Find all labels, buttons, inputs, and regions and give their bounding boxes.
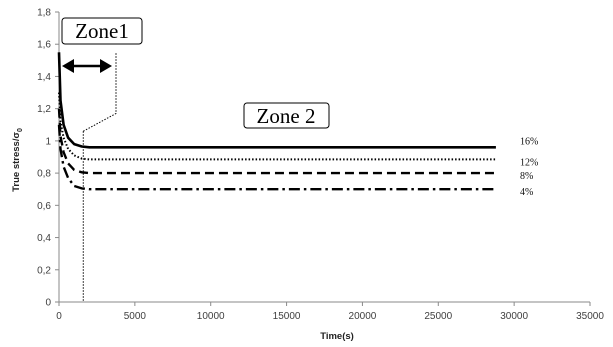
y-tick-label: 1,2: [37, 104, 51, 115]
series-line-4: [57, 124, 496, 191]
y-tick-label: 0,6: [37, 201, 51, 212]
x-axis-title: Time(s): [320, 331, 354, 342]
y-tick-label: 0,2: [37, 265, 51, 276]
series-line-3: [57, 108, 496, 175]
x-tick-label: 35000: [576, 311, 604, 322]
annotations: Zone1 Zone 2: [61, 17, 330, 302]
y-tick-label: 1,8: [37, 8, 51, 19]
x-tick-label: 0: [56, 311, 62, 322]
y-tick-label: 1,4: [37, 72, 51, 83]
series-label-1: 16%: [520, 136, 538, 147]
y-axis-title-subscript: 0: [17, 128, 24, 132]
series-line-1: [57, 52, 496, 149]
series-labels: 16% 12% 8% 4%: [520, 136, 538, 198]
axes: [58, 12, 590, 303]
y-axis-title: True stress/σ0: [11, 128, 24, 192]
x-tick-label: 15000: [273, 311, 301, 322]
y-tick-label: 0,4: [37, 233, 51, 244]
zone1-arrow-left-head: [62, 59, 74, 73]
y-tick-label: 1,6: [37, 40, 51, 51]
zone2-label-box: [243, 102, 330, 129]
y-tick-label: 0: [45, 298, 51, 309]
y-tick-label: 1: [45, 136, 51, 147]
zone-connector-line: [83, 52, 117, 132]
x-tick-label: 5000: [124, 311, 147, 322]
y-axis-title-main: True stress/σ: [11, 132, 22, 192]
series-label-4: 4%: [520, 187, 533, 198]
x-tick-label: 10000: [197, 311, 225, 322]
x-tick-label: 20000: [349, 311, 377, 322]
zone2-label: Zone 2: [257, 104, 316, 128]
x-ticks: 0 5000 10000 15000 20000 25000 30000 35000: [56, 302, 604, 322]
y-ticks: 0 0,2 0,4 0,6 0,8 1 1,2 1,4 1,6 1,8: [37, 8, 59, 309]
zone1-label-box: [61, 17, 143, 45]
series-label-2: 12%: [520, 157, 538, 168]
zone1-label: Zone1: [75, 19, 129, 43]
y-tick-label: 0,8: [37, 169, 51, 180]
x-tick-label: 25000: [424, 311, 452, 322]
series-label-3: 8%: [520, 171, 533, 182]
series: [57, 52, 496, 191]
zone1-arrow-right-head: [100, 59, 112, 73]
x-tick-label: 30000: [500, 311, 528, 322]
